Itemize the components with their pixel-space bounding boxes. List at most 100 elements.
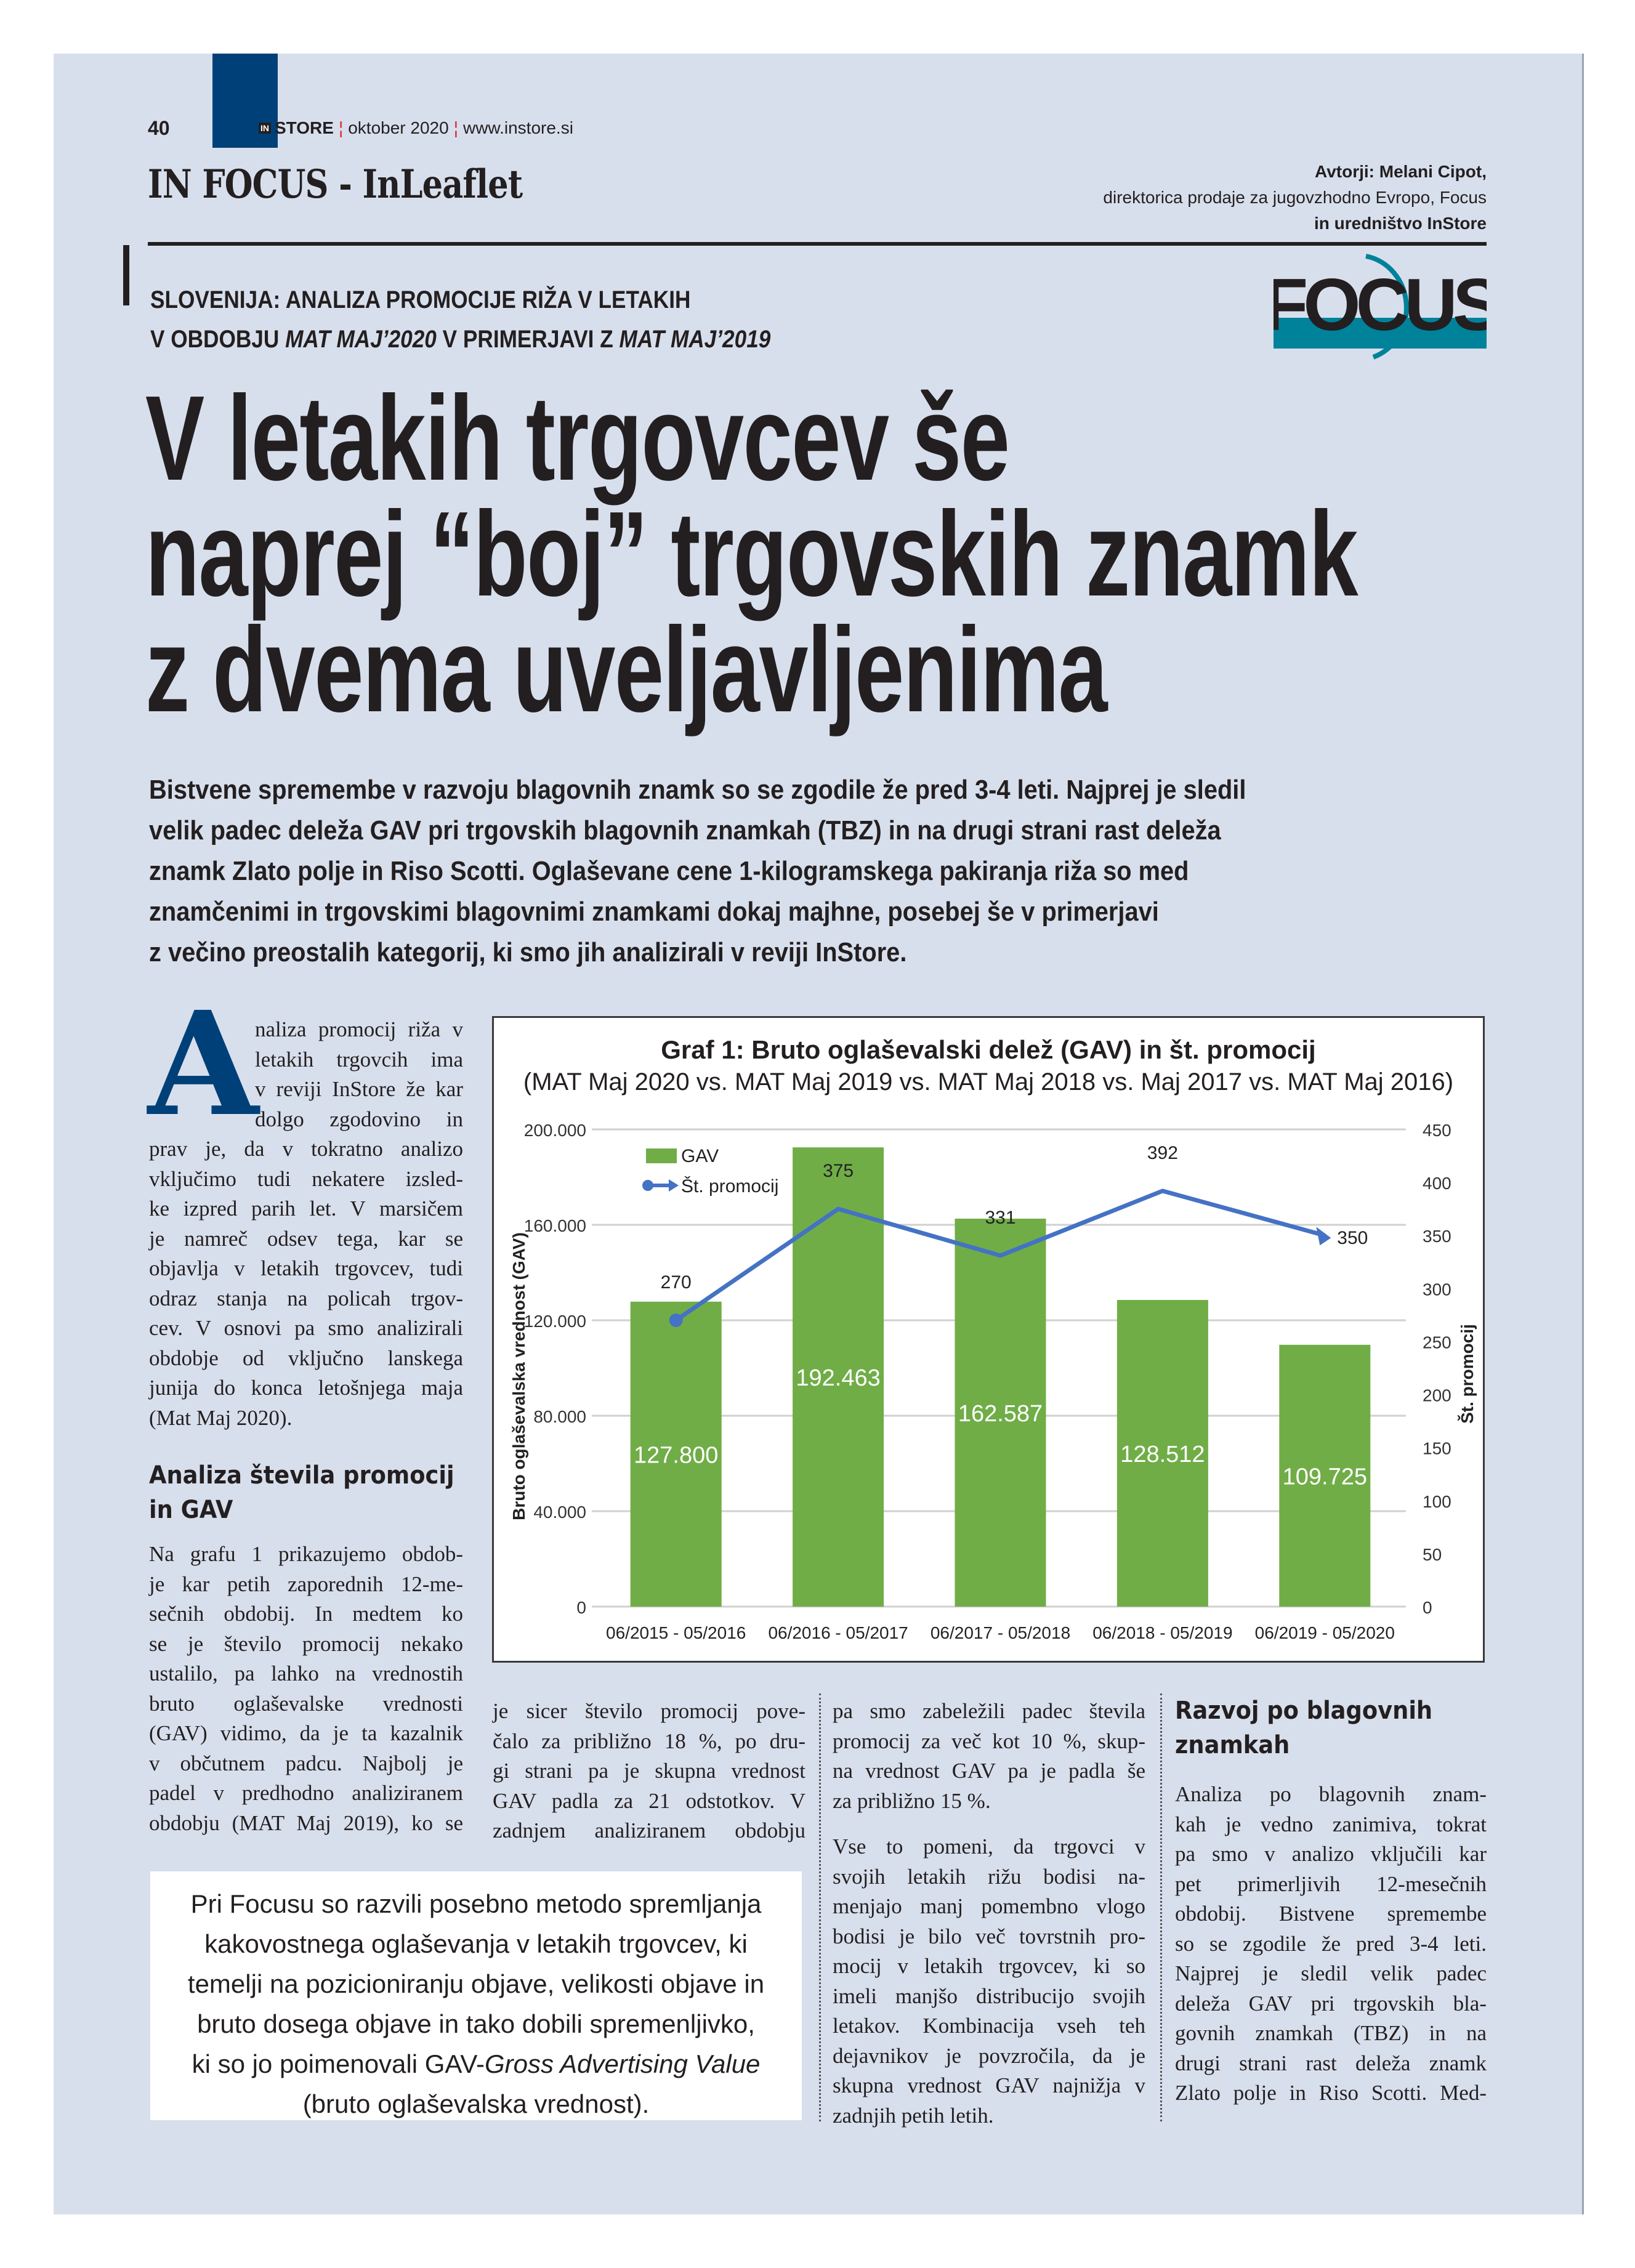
text-line: ke izpred parih let. V marsičem: [149, 1197, 463, 1221]
text-line: prav je, da v tokratno analizo: [149, 1137, 463, 1161]
y-tick-label: 160.000: [524, 1216, 586, 1235]
bar-data-label: 128.512: [1120, 1442, 1205, 1467]
y2-tick-label: 250: [1423, 1333, 1451, 1352]
legend-label-promocij: Št. promocij: [681, 1176, 778, 1197]
bar-gav: [630, 1301, 722, 1607]
text-line: je namreč odsev tega, kar se: [149, 1226, 463, 1251]
text-line: v občutnem padcu. Najbolj je: [149, 1751, 463, 1775]
text-line: pet primerljivih 12-mesečnih: [1175, 1871, 1487, 1896]
text-line: ustalilo, pa lahko na vrednostih: [149, 1661, 463, 1685]
kicker-text: V PRIMERJAVI Z: [436, 326, 620, 353]
text-line: zadnjih petih letih.: [833, 2103, 994, 2128]
bar-gav: [1116, 1300, 1208, 1607]
y2-tick-label: 0: [1423, 1598, 1432, 1617]
quote-line: ki so jo poimenovali GAV-Gross Advertisi…: [150, 2044, 802, 2084]
text-line: bruto oglaševalske vrednosti: [149, 1691, 463, 1716]
text-line: Bistvene spremembe v razvoju blagovnih z…: [149, 775, 1246, 805]
kicker: SLOVENIJA: ANALIZA PROMOCIJE RIŽA V LETA…: [150, 280, 770, 359]
line-start-marker: [669, 1314, 683, 1327]
page-number: 40: [148, 117, 170, 139]
text-line: Zlato polje in Riso Scotti. Med-: [1175, 2081, 1487, 2105]
bar-data-label: 162.587: [958, 1401, 1043, 1427]
quote-line: Pri Focusu so razvili posebno metodo spr…: [190, 1889, 762, 1918]
column-divider: [1160, 1693, 1162, 2121]
text-line: znamčenimi in trgovskimi blagovnimi znam…: [149, 897, 1159, 927]
intro-paragraph: prav je, da v tokratno analizo vključimo …: [149, 1134, 463, 1433]
text-line: Analiza števila promocij: [149, 1461, 454, 1490]
column-4: Analiza po blagovnih znam-kah je vedno z…: [1175, 1780, 1487, 2109]
y-tick-label: 120.000: [524, 1312, 586, 1331]
y-tick-label: 200.000: [524, 1121, 586, 1140]
text-line: zadnjem analiziranem obdobju: [493, 1818, 805, 1842]
text-line: dejavnikov je povzročila, da je: [833, 2043, 1145, 2068]
y2-tick-label: 400: [1423, 1174, 1451, 1193]
quote-line: (bruto oglaševalska vrednost).: [302, 2089, 650, 2118]
text-line: mocij v letakih trgovcev, ki so: [833, 1954, 1145, 1978]
column-3-para-2: Vse to pomeni, da trgovci v svojih letaki…: [833, 1832, 1145, 2131]
intro-indented: naliza promocij riža v letakih trgovcih i…: [255, 1015, 463, 1134]
y2-tick-label: 450: [1423, 1121, 1451, 1140]
kicker-bar: [123, 245, 129, 305]
subheading-brands: Razvoj po blagovnih znamkah: [1175, 1693, 1432, 1762]
text-line: letakov. Kombinacija vseh teh: [833, 2014, 1145, 2038]
lead-paragraph: Bistvene spremembe v razvoju blagovnih z…: [149, 770, 1246, 973]
x-tick-label: 06/2017 - 05/2018: [931, 1623, 1070, 1642]
drop-cap: A: [148, 980, 259, 1148]
kicker-line: SLOVENIJA: ANALIZA PROMOCIJE RIŽA V LETA…: [150, 286, 691, 313]
bar-data-label: 127.800: [634, 1442, 718, 1468]
bar-data-label: 192.463: [796, 1365, 880, 1391]
chart-subtitle: (MAT Maj 2020 vs. MAT Maj 2019 vs. MAT M…: [523, 1068, 1454, 1096]
y-axis-title: Bruto oglaševalska vrednost (GAV): [509, 1232, 528, 1520]
y-tick-label: 0: [576, 1598, 586, 1617]
text-line: sečnih obdobij. In medtem ko: [149, 1602, 463, 1626]
kicker-italic: MAT MAJ’2019: [619, 326, 771, 353]
text-line: velik padec deleža GAV pri trgovskih bla…: [149, 815, 1221, 845]
column-3-para-1: pa smo zabeležili padec števila promocij …: [833, 1697, 1145, 1816]
text-line: obdobju (MAT Maj 2019), ko se: [149, 1810, 463, 1835]
text-line: je sicer število promocij pove-: [493, 1699, 805, 1723]
legend-swatch-arrow: [669, 1179, 679, 1192]
text-line: v reviji InStore že kar: [255, 1077, 463, 1101]
text-line: odraz stanja na policah trgov-: [149, 1286, 463, 1310]
kicker-italic: MAT MAJ’2020: [285, 326, 437, 353]
chart-plot: 0 40.000 80.000 120.000 160.000 200.000 0 50 100…: [509, 1121, 1477, 1642]
text-line: Najprej je sledil velik padec: [1175, 1961, 1487, 1985]
y2-tick-label: 150: [1423, 1439, 1451, 1458]
bar-data-label: 109.725: [1283, 1464, 1367, 1490]
text-line: imeli manjšo distribucijo svojih: [833, 1983, 1145, 2008]
section-title: IN FOCUS - InLeaflet: [148, 161, 523, 208]
line-end-arrow: [1316, 1227, 1331, 1246]
y2-tick-label: 300: [1423, 1280, 1451, 1299]
chart-graf-1: Graf 1: Bruto oglaševalski delež (GAV) i…: [492, 1016, 1485, 1663]
column-2: je sicer število promocij pove-čalo za p…: [493, 1697, 805, 1846]
website-link[interactable]: www.instore.si: [462, 118, 573, 137]
text-line: je kar petih zaporednih 12-me-: [149, 1572, 463, 1596]
text-line: so se zgodile že pred 3-4 leti.: [1175, 1931, 1487, 1956]
quote-line: bruto dosega objave in tako dobili sprem…: [197, 2009, 755, 2038]
line-data-label: 375: [823, 1161, 854, 1181]
text-line: (GAV) vidimo, da je ta kazalnik: [149, 1721, 463, 1745]
focus-logo: FOCUS: [1274, 254, 1487, 360]
text-line: obdobje od vključno lanskega: [149, 1346, 463, 1370]
chart-title: Graf 1: Bruto oglaševalski delež (GAV) i…: [661, 1035, 1316, 1064]
separator: ¦: [338, 118, 344, 137]
kicker-line: V OBDOBJU MAT MAJ’2020 V PRIMERJAVI Z MA…: [150, 320, 770, 359]
quote-line: kakovostnega oglaševanja v letakih trgov…: [204, 1929, 748, 1958]
text-line: letakih trgovcih ima: [255, 1047, 463, 1071]
logo-band: [1274, 318, 1487, 349]
text-line: pa smo zabeležili padec števila: [833, 1699, 1145, 1723]
text-line: skupna vrednost GAV najnižja v: [833, 2073, 1145, 2097]
text-line: naprej “boj” trgovskih znamk: [145, 486, 1358, 621]
x-tick-label: 06/2015 - 05/2016: [606, 1623, 746, 1642]
text-line: deleža GAV pri trgovskih bla-: [1175, 1991, 1487, 2016]
text-line: kah je vedno zanimiva, tokrat: [1175, 1812, 1487, 1836]
text-line: GAV padla za 21 odstotkov. V: [493, 1788, 805, 1813]
text-line: znamkah: [1175, 1731, 1290, 1759]
line-data-label: 392: [1147, 1143, 1178, 1163]
magazine-name: STORE: [275, 118, 334, 137]
text-line: gi strani pa je skupna vrednost: [493, 1759, 805, 1783]
text-line: bodisi je bilo več tovrstnih pro-: [833, 1924, 1145, 1948]
text-line: se je število promocij nekako: [149, 1631, 463, 1656]
y2-tick-label: 200: [1423, 1386, 1451, 1405]
text-line: z dvema uveljavljenima: [145, 602, 1108, 737]
